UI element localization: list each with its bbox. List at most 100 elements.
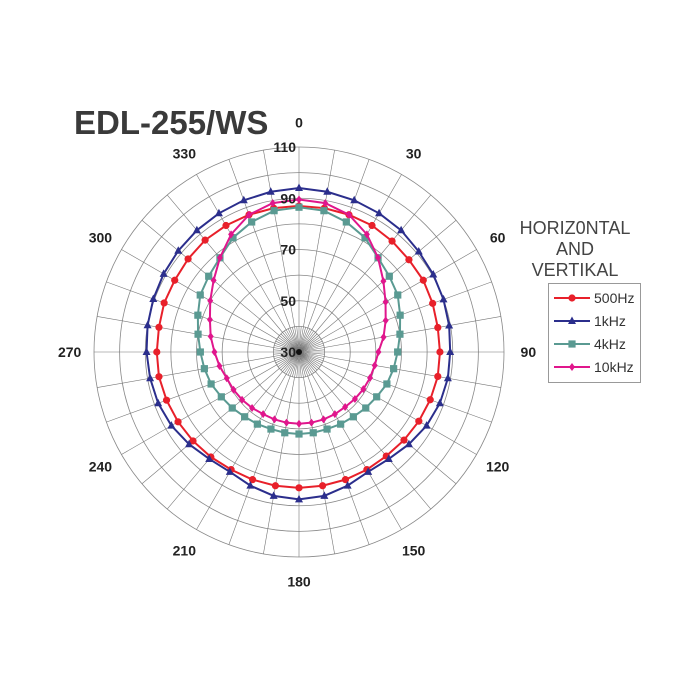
angle-tick-label: 90 [521, 344, 537, 360]
legend-swatch [554, 363, 590, 371]
grid-spoke [298, 351, 302, 378]
data-point [196, 348, 204, 356]
legend-swatch [554, 316, 590, 324]
data-point [281, 429, 289, 437]
legend-swatch [554, 294, 590, 302]
data-point [149, 294, 158, 302]
data-point [205, 272, 213, 280]
data-point [154, 398, 163, 407]
data-point [350, 195, 359, 204]
data-point [351, 394, 358, 403]
grid-spoke [298, 351, 323, 364]
grid-spoke [292, 351, 300, 377]
data-point [228, 404, 236, 412]
data-point [266, 187, 275, 195]
data-point [429, 269, 438, 278]
data-point [362, 404, 370, 412]
radial-tick-label: 70 [280, 242, 296, 258]
data-point [385, 272, 393, 280]
data-point [367, 373, 374, 382]
grid-spoke [298, 326, 302, 353]
data-point [295, 183, 303, 191]
data-point [253, 420, 261, 428]
legend-title-line: AND [555, 239, 594, 259]
data-point [159, 269, 168, 277]
data-point [342, 402, 349, 411]
grid-spoke [141, 219, 300, 353]
grid-spoke [298, 328, 311, 353]
data-point [383, 380, 391, 388]
grid-spoke [284, 351, 300, 374]
legend-title: HORIZ0NTAL AND VERTIKAL [505, 218, 645, 281]
data-point [184, 255, 192, 263]
grid-spoke [166, 351, 300, 510]
data-point [155, 373, 163, 381]
grid-spoke [298, 351, 457, 485]
data-point [246, 481, 255, 489]
data-point [207, 332, 214, 341]
data-point [295, 494, 303, 503]
data-point [162, 396, 171, 404]
data-point [192, 225, 201, 234]
data-point [414, 247, 423, 255]
data-point [371, 361, 378, 370]
grid-spoke [298, 351, 335, 554]
grid-spoke [298, 351, 432, 510]
data-point [422, 421, 431, 429]
data-point [309, 429, 317, 437]
grid-spoke [228, 159, 300, 353]
grid-spoke [263, 150, 300, 353]
data-point [429, 299, 437, 307]
data-point [239, 395, 246, 404]
legend-label: 10kHz [594, 359, 634, 375]
data-point [248, 476, 257, 484]
data-point [194, 330, 202, 338]
grid-spoke [228, 351, 300, 545]
legend-title-line: VERTIKAL [531, 260, 619, 280]
data-point [271, 415, 278, 424]
data-point [349, 413, 357, 421]
data-point [155, 323, 163, 331]
grid-spoke [298, 333, 318, 353]
data-point [360, 385, 367, 394]
center-dot [296, 349, 302, 355]
data-point [229, 234, 237, 242]
grid-spoke [298, 351, 321, 367]
data-point [249, 403, 256, 412]
grid-spoke [275, 340, 300, 353]
grid-spoke [196, 174, 300, 353]
grid-spoke [298, 351, 325, 355]
grid-spoke [274, 345, 300, 353]
data-point [239, 195, 248, 204]
data-point [435, 398, 444, 407]
data-point [390, 365, 398, 373]
data-point [143, 320, 152, 329]
grid-spoke [106, 351, 300, 423]
data-point [394, 348, 402, 356]
data-point [382, 316, 389, 325]
angle-tick-label: 240 [89, 459, 113, 475]
data-point [375, 208, 384, 217]
data-point [167, 421, 176, 429]
legend-item: 1kHz [553, 311, 626, 331]
angle-tick-label: 330 [173, 145, 197, 161]
series-4kHz [194, 203, 404, 438]
data-point [207, 296, 214, 305]
data-point [568, 340, 576, 348]
data-point [439, 294, 448, 303]
grid-spoke [121, 351, 300, 455]
data-point [419, 276, 427, 284]
data-point [216, 253, 223, 262]
grid-spoke [298, 351, 492, 423]
grid-spoke [275, 351, 300, 364]
data-point [405, 256, 413, 264]
legend-item: 500Hz [553, 288, 634, 308]
legend: 500Hz 1kHz 4kHz 10kHz [548, 283, 641, 383]
radial-tick-label: 30 [280, 344, 296, 360]
data-point [228, 230, 235, 239]
data-point [569, 363, 575, 371]
data-point [363, 230, 370, 239]
grid-spoke [298, 340, 323, 353]
grid-spoke [298, 351, 314, 374]
grid-spoke [97, 351, 300, 388]
